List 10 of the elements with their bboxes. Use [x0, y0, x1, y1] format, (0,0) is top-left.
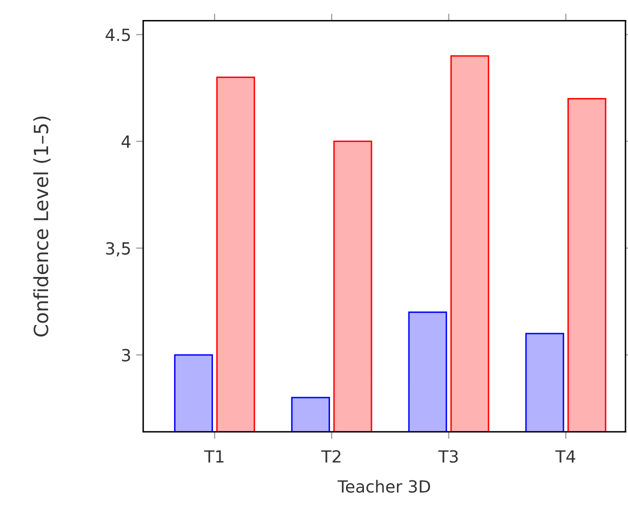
y-tick-label: 4 — [122, 136, 130, 148]
y-tick-label: 3,5 — [106, 242, 130, 256]
x-tick-label: T2 — [321, 450, 340, 462]
x-tick-label: T1 — [204, 450, 224, 462]
y-axis-title: Confidence Level (1–5) — [33, 116, 51, 336]
y-tick-label: 3 — [122, 348, 130, 362]
x-tick-label: T3 — [438, 450, 458, 463]
x-axis-title: Teacher 3D — [338, 480, 430, 493]
y-tick-label: 4.5 — [106, 28, 130, 42]
x-tick-label: T4 — [555, 450, 576, 462]
